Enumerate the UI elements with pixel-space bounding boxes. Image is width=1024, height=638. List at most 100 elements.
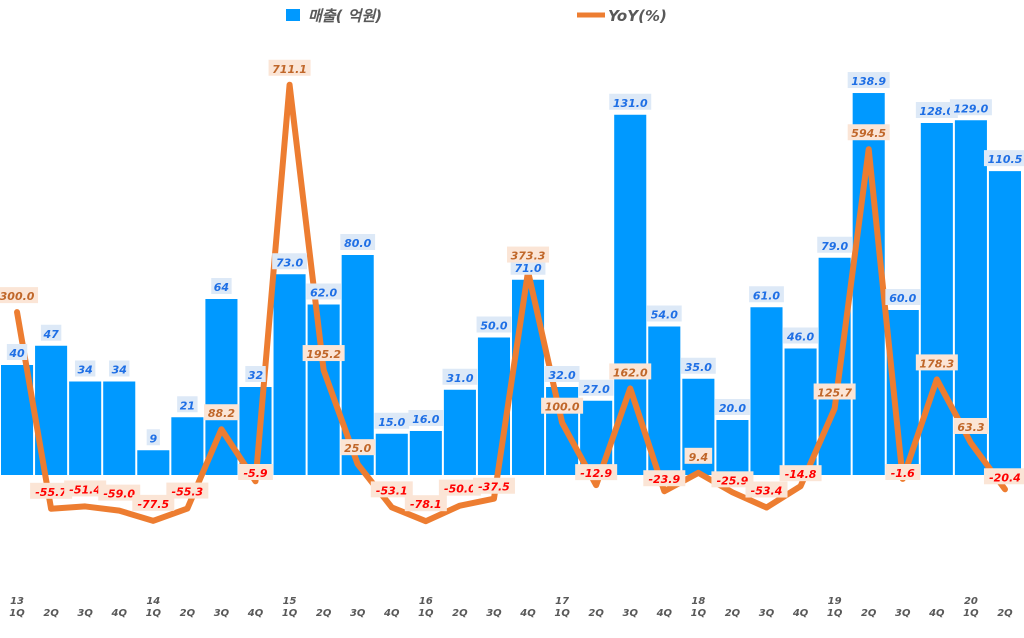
x-tick-quarter: 2Q (180, 608, 196, 619)
x-tick-quarter: 1Q (963, 608, 979, 619)
bar-label-bg (6, 344, 28, 360)
bar-label-bg (749, 286, 784, 303)
yoy-label: -50.0 (444, 483, 476, 496)
x-tick-quarter: 1Q (146, 608, 162, 619)
yoy-label-bg (472, 477, 515, 494)
yoy-label-bg (779, 465, 822, 482)
x-tick-quarter: 3Q (895, 608, 911, 619)
bar-label: 54.0 (651, 309, 678, 322)
yoy-label-bg (404, 495, 447, 512)
bar-label: 71.0 (514, 262, 541, 275)
x-tick-year: 14 (146, 596, 160, 607)
yoy-label: -77.5 (137, 498, 169, 511)
bar-label-bg (306, 283, 342, 300)
x-tick-quarter: 3Q (759, 608, 775, 619)
x-tick-year: 16 (419, 596, 433, 607)
bar-sales (716, 420, 749, 475)
bar-label: 34 (112, 364, 127, 377)
bar-sales (171, 417, 204, 475)
x-tick-quarter: 2Q (861, 608, 877, 619)
bar-label-bg (442, 368, 478, 385)
bar-label-bg (715, 399, 750, 415)
bar-sales (307, 304, 340, 475)
bar-label: 20.0 (719, 402, 746, 415)
yoy-label: 373.3 (511, 250, 546, 263)
yoy-label-bg (166, 482, 209, 499)
x-tick-quarter: 1Q (9, 608, 25, 619)
yoy-label-bg (609, 363, 652, 380)
bar-label: 138.9 (851, 75, 886, 88)
x-tick-quarter: 3Q (622, 608, 638, 619)
yoy-label-bg (204, 404, 239, 421)
bar-sales (273, 274, 306, 475)
yoy-label-bg (132, 494, 175, 511)
yoy-label: 88.2 (208, 407, 235, 420)
bar-sales (477, 337, 510, 475)
x-tick-quarter: 1Q (282, 608, 298, 619)
x-tick-quarter: 2Q (725, 608, 741, 619)
x-tick-year: 13 (10, 596, 24, 607)
yoy-label: -12.9 (580, 467, 612, 480)
yoy-label: -37.5 (478, 481, 510, 494)
bar-sales (69, 381, 102, 475)
bar-label: 15.0 (378, 416, 405, 429)
x-tick-quarter: 4Q (519, 608, 536, 619)
yoy-label: 125.7 (817, 386, 852, 399)
bar-label: 40 (8, 347, 25, 360)
yoy-label: -14.8 (785, 468, 817, 481)
yoy-label: 300.0 (0, 290, 35, 303)
bar-label-bg (817, 236, 853, 253)
bar-label: 73.0 (276, 256, 303, 269)
bar-sales (988, 171, 1021, 475)
yoy-label-bg (64, 480, 107, 497)
yoy-label-bg (983, 468, 1024, 485)
bar-label: 131.0 (613, 97, 648, 110)
bar-sales (784, 348, 817, 475)
yoy-label: -53.4 (751, 485, 783, 498)
bar-label: 128.0 (919, 105, 954, 118)
x-tick-quarter: 4Q (656, 608, 673, 619)
yoy-label-bg (238, 464, 273, 480)
bar-label: 79.0 (821, 240, 848, 253)
legend-label-yoy: YoY(%) (608, 7, 667, 25)
bar-sales (409, 431, 442, 475)
bar-sales (137, 450, 170, 475)
yoy-label-bg (370, 481, 413, 498)
x-tick-quarter: 3Q (214, 608, 230, 619)
bar-label: 110.5 (988, 153, 1023, 166)
yoy-label: 195.2 (306, 348, 341, 361)
bar-sales (103, 381, 136, 475)
x-tick-quarter: 4Q (110, 608, 127, 619)
yoy-label-bg (953, 417, 989, 434)
bar-label-bg (408, 410, 444, 426)
bar-label-bg (272, 253, 307, 270)
yoy-label: -53.1 (376, 484, 408, 497)
x-tick-year: 15 (283, 596, 297, 607)
x-tick-quarter: 1Q (827, 608, 843, 619)
x-tick-quarter: 3Q (486, 608, 502, 619)
bar-label: 9 (149, 432, 157, 445)
bar-label: 64 (214, 281, 229, 294)
yoy-label: -23.9 (648, 473, 680, 486)
bar-label-bg (578, 379, 614, 396)
legend: 매출( 억원) YoY(%) (286, 7, 667, 25)
line-yoy (14, 81, 1008, 525)
yoy-label-bg (885, 464, 921, 480)
yoy-label-bg (0, 287, 39, 304)
bar-label-bg (510, 258, 546, 275)
x-tick-quarter: 2Q (997, 608, 1013, 619)
x-tick-quarter: 4Q (792, 608, 809, 619)
bar-label-bg (74, 360, 96, 377)
x-tick-year: 17 (555, 596, 569, 607)
x-tick-year: 20 (964, 596, 978, 607)
bar-label-bg (40, 324, 62, 341)
yoy-label-bg (643, 470, 686, 487)
bar-label-bg (885, 289, 921, 305)
yoy-label: -25.9 (717, 474, 749, 487)
bar-label: 32 (248, 369, 264, 382)
x-tick-quarter: 1Q (418, 608, 434, 619)
bar-label: 31.0 (446, 372, 473, 385)
bar-label-bg (680, 357, 716, 374)
bar-label-bg (211, 278, 232, 294)
